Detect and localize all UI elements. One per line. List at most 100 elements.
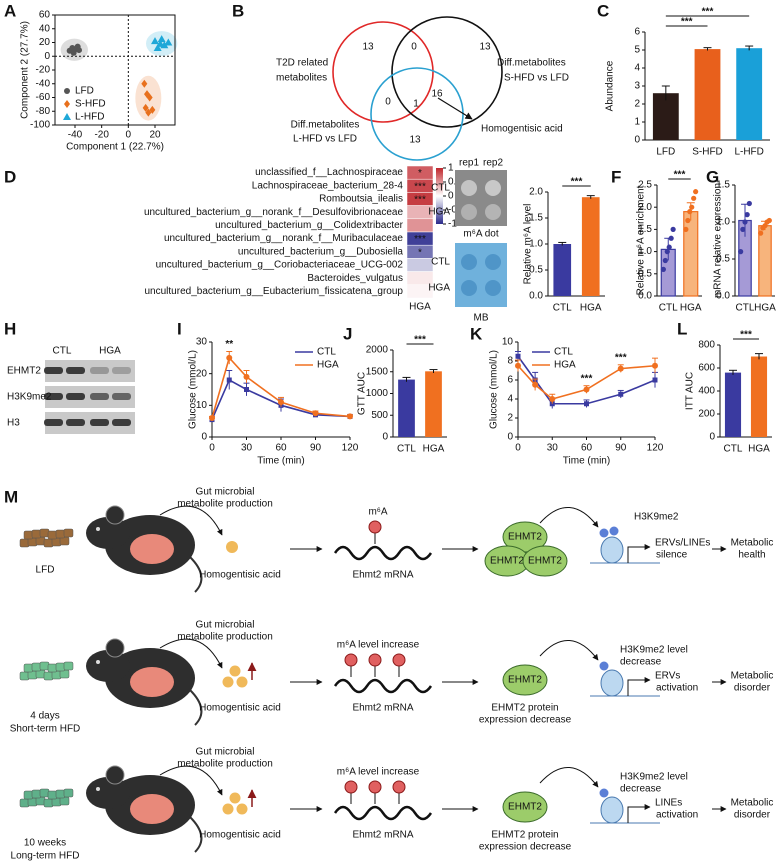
food (63, 788, 74, 798)
protein-label: EHMT2 (508, 802, 542, 813)
panel-label: B (232, 1, 244, 20)
food (43, 671, 54, 681)
sig-label: *** (702, 7, 714, 18)
legend-marker (64, 88, 70, 94)
food (23, 663, 34, 673)
data-point (660, 266, 666, 272)
protein (522, 545, 568, 577)
y-tick-label: 500 (371, 410, 388, 421)
y-tick-label: 4 (507, 394, 513, 405)
point (515, 362, 521, 369)
metabolite (236, 676, 248, 688)
y-tick-label: 0 (634, 135, 640, 146)
outcome-label: disorder (734, 810, 771, 821)
arrow (539, 639, 599, 661)
arrow (627, 544, 651, 563)
sig-label: *** (740, 330, 752, 341)
point (515, 353, 521, 359)
target-label: ERVs/LINEs (655, 538, 710, 549)
data-point (685, 217, 691, 224)
panel-label: D (4, 167, 16, 186)
x-axis-label: Time (min) (563, 456, 610, 467)
venn-count: 0 (385, 97, 391, 108)
x-tick-label: HGA (754, 303, 776, 314)
food (63, 661, 74, 671)
mb-blot (455, 243, 507, 307)
bar (683, 211, 699, 297)
y-axis-label: ITT AUC (685, 372, 696, 410)
diet-label: 4 days (30, 711, 59, 722)
row-label: Romboutsia_ilealis (319, 194, 403, 205)
arrow (627, 804, 651, 823)
point (209, 415, 215, 421)
heat-cell (406, 284, 434, 299)
panel-label: I (177, 319, 182, 338)
blot-dot (485, 204, 501, 220)
mrna (333, 545, 433, 561)
data-point (687, 209, 693, 215)
heat-cell (406, 258, 434, 272)
point (76, 47, 82, 54)
food (47, 790, 58, 800)
blot-column: rep2 (483, 158, 503, 169)
point (584, 401, 589, 407)
y-tick-label: 2000 (366, 345, 389, 356)
colorbar (436, 168, 443, 224)
y-tick-label: 400 (698, 386, 715, 397)
point (70, 49, 77, 56)
lane-label: HGA (99, 346, 121, 357)
point (347, 413, 353, 420)
food (43, 538, 54, 548)
y-tick-label: 1.0 (716, 217, 730, 228)
m6a-site (368, 653, 382, 667)
process-label: metabolite production (177, 759, 273, 770)
data-point (693, 189, 699, 195)
panel-label: F (611, 167, 621, 186)
arrow (539, 766, 599, 788)
mouse-eye (96, 527, 100, 531)
protein-label: EHMT2 (490, 556, 524, 567)
point (153, 44, 162, 51)
y-tick-label: 2 (507, 413, 513, 424)
data-point (740, 226, 746, 232)
x-tick-label: 0 (515, 443, 521, 454)
y-tick-label: 600 (698, 363, 715, 374)
venn-count: 1 (413, 99, 419, 110)
point (142, 103, 149, 112)
point (618, 391, 624, 397)
process-label: metabolite production (177, 499, 273, 510)
data-point (666, 244, 672, 250)
y-axis-label: Glucose (mmol/L) (489, 350, 500, 429)
x-tick-label: CTL (659, 303, 678, 314)
metabolite (222, 803, 234, 815)
mouse-ear (105, 765, 125, 785)
point (549, 396, 556, 402)
data-point (664, 249, 670, 255)
mark-label: decrease (620, 657, 662, 668)
metabolite-label: Homogentisic acid (199, 703, 281, 714)
nucleosome (600, 796, 624, 824)
target-label: ERVs (655, 671, 680, 682)
outcome-label: Metabolic (731, 798, 774, 809)
point (151, 37, 159, 45)
arrow (159, 638, 223, 669)
arrow (627, 677, 651, 696)
data-point (662, 257, 668, 264)
mark-label: H3K9me2 level (620, 645, 688, 656)
metabolite (229, 792, 241, 804)
row-label: uncultured_bacterium_g__Eubacterium_fiss… (145, 286, 404, 297)
x-tick-label: S-HFD (692, 147, 723, 158)
legend-label: HGA (554, 360, 576, 371)
y-tick-label: 20 (196, 368, 208, 379)
target-label: LINEs (655, 798, 682, 809)
y-tick-label: 0 (382, 432, 388, 443)
sig-label: * (418, 168, 422, 179)
protein-label: EHMT2 (508, 532, 542, 543)
bar (398, 379, 415, 437)
m6a-label: m⁶A level increase (337, 767, 420, 778)
blot-band (90, 367, 109, 374)
column-label: HGA (409, 302, 431, 313)
food (19, 671, 30, 681)
point (160, 41, 169, 49)
y-axis-label: Relative m⁶A enrichment (636, 185, 647, 295)
